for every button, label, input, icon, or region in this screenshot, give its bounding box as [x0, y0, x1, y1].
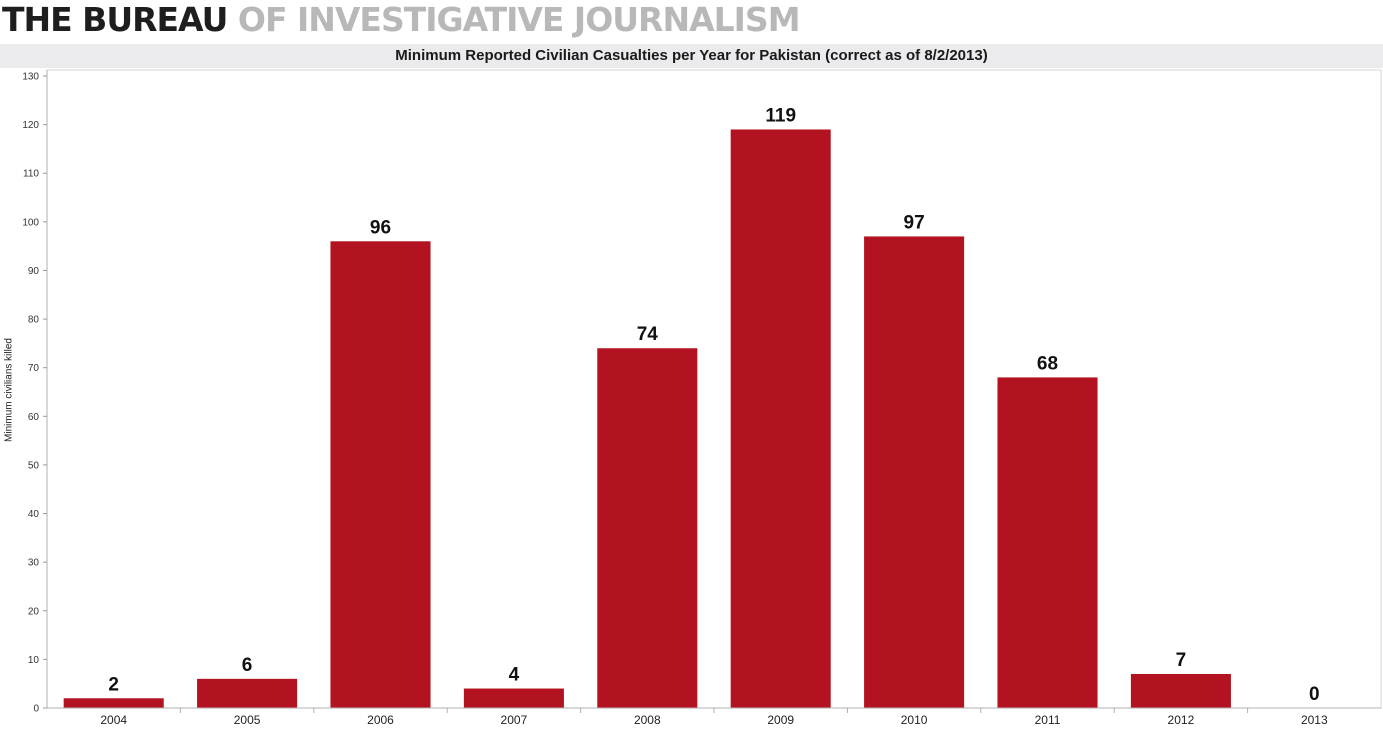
x-tick-label-2006: 2006: [367, 713, 394, 727]
data-label-2008: 74: [637, 324, 659, 345]
plot-frame: [46, 69, 1382, 709]
chart-title-bar: Minimum Reported Civilian Casualties per…: [0, 44, 1383, 68]
chart-title: Minimum Reported Civilian Casualties per…: [395, 47, 988, 64]
bar-2006: [330, 241, 431, 709]
x-tick-label-2005: 2005: [234, 713, 261, 727]
bar-2010: [864, 236, 965, 708]
y-tick-label: 40: [28, 509, 40, 520]
bar-2007: [463, 688, 564, 708]
y-tick-label: 80: [28, 315, 40, 326]
x-tick-label-2004: 2004: [100, 713, 127, 727]
plot-border: [46, 69, 1382, 709]
bar-2011: [997, 377, 1098, 708]
x-tick-label-2013: 2013: [1301, 713, 1328, 727]
data-label-2012: 7: [1176, 650, 1187, 671]
masthead-part2: OF INVESTIGATIVE JOURNALISM: [237, 0, 801, 39]
y-axis: 0 10 20 30 40 50 60 70 80 90 100 110 120 130: [22, 70, 48, 715]
x-tick-label-2009: 2009: [767, 713, 794, 727]
x-tick-label-2008: 2008: [634, 713, 661, 727]
bar-2004: [63, 698, 164, 708]
masthead-part1: THE BUREAU: [2, 0, 228, 39]
x-tick-label-2010: 2010: [901, 713, 928, 727]
x-tick-label-2012: 2012: [1168, 713, 1195, 727]
bars: 2 6 96 4 74 119 97 68 7 0: [63, 105, 1320, 709]
y-tick-label: 130: [22, 72, 39, 83]
data-label-2006: 96: [370, 217, 391, 238]
y-tick-label: 110: [23, 169, 39, 180]
data-label-2009: 119: [765, 105, 796, 126]
bar-2012: [1130, 673, 1231, 708]
bar-2008: [597, 348, 698, 708]
x-tick-label-2007: 2007: [501, 713, 528, 727]
bar-2005: [197, 678, 298, 708]
masthead-logo: THE BUREAU OF INVESTIGATIVE JOURNALISM: [2, 0, 801, 40]
data-label-2011: 68: [1037, 353, 1058, 374]
data-label-2004: 2: [108, 674, 119, 695]
data-label-2005: 6: [242, 655, 253, 676]
y-tick-label: 90: [28, 266, 40, 277]
y-tick-label: 0: [33, 704, 39, 715]
data-label-2013: 0: [1309, 684, 1320, 705]
y-tick-label: 70: [28, 363, 40, 374]
x-tick-label-2011: 2011: [1035, 713, 1061, 727]
x-axis: 2004 2005 2006 2007 2008 2009 2010 2011 2012 2013: [47, 707, 1381, 727]
y-tick-label: 60: [28, 412, 40, 423]
bar-2009: [730, 129, 831, 708]
data-label-2010: 97: [904, 212, 925, 233]
y-tick-label: 30: [28, 558, 40, 569]
y-tick-label: 20: [28, 606, 40, 617]
y-axis-label: Minimum civilians killed: [3, 338, 15, 442]
data-label-2007: 4: [509, 665, 520, 686]
y-tick-label: 10: [28, 655, 40, 666]
y-tick-label: 100: [22, 217, 39, 228]
y-tick-label: 50: [28, 460, 40, 471]
y-tick-label: 120: [22, 120, 39, 131]
